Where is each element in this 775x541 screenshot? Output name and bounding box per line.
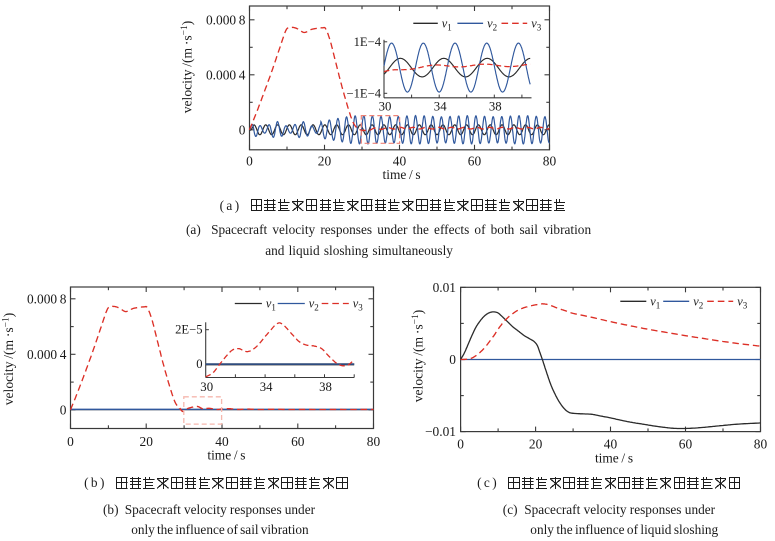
svg-text:0: 0 (196, 357, 202, 371)
svg-text:38: 38 (319, 380, 332, 394)
svg-text:20: 20 (318, 154, 332, 169)
svg-text:time / s: time / s (383, 167, 421, 182)
svg-text:v3: v3 (531, 17, 542, 33)
svg-text:time / s: time / s (595, 451, 633, 466)
svg-text:0: 0 (60, 402, 67, 417)
svg-text:v2: v2 (309, 297, 319, 313)
svg-text:20: 20 (529, 437, 543, 452)
svg-text:30: 30 (379, 100, 392, 114)
svg-text:0.000 8: 0.000 8 (206, 12, 246, 27)
svg-text:80: 80 (754, 437, 768, 452)
svg-text:80: 80 (543, 154, 557, 169)
svg-text:v1: v1 (650, 295, 660, 311)
svg-text:v1: v1 (442, 17, 452, 33)
svg-text:−1E−4: −1E−4 (347, 86, 382, 100)
svg-text:0.000 8: 0.000 8 (27, 291, 67, 306)
svg-text:40: 40 (393, 154, 407, 169)
svg-text:60: 60 (679, 437, 693, 452)
svg-text:0.01: 0.01 (433, 280, 456, 295)
svg-text:38: 38 (489, 100, 502, 114)
svg-text:60: 60 (468, 154, 482, 169)
svg-text:34: 34 (434, 100, 447, 114)
svg-text:−0.01: −0.01 (425, 424, 456, 439)
svg-text:20: 20 (140, 434, 154, 449)
svg-text:0: 0 (449, 352, 456, 367)
svg-text:0.000 4: 0.000 4 (27, 347, 67, 362)
svg-text:0: 0 (239, 122, 246, 137)
svg-text:v1: v1 (266, 297, 276, 313)
svg-text:v3: v3 (353, 297, 364, 313)
svg-text:v2: v2 (487, 17, 497, 33)
svg-text:1E−4: 1E−4 (354, 35, 382, 49)
svg-text:time / s: time / s (207, 448, 245, 463)
svg-text:v3: v3 (737, 295, 748, 311)
svg-text:60: 60 (291, 434, 305, 449)
svg-text:30: 30 (200, 380, 213, 394)
svg-text:0: 0 (67, 434, 74, 449)
svg-text:v2: v2 (693, 295, 703, 311)
svg-text:0.000 4: 0.000 4 (206, 67, 246, 82)
svg-text:80: 80 (367, 434, 381, 449)
svg-text:velocity /(m ·s−1): velocity /(m ·s−1) (1, 313, 17, 406)
svg-text:0: 0 (246, 154, 253, 169)
svg-text:velocity /(m ·s−1): velocity /(m ·s−1) (179, 21, 195, 114)
svg-text:velocity /(m ·s−1): velocity /(m ·s−1) (411, 310, 427, 403)
svg-text:34: 34 (260, 380, 273, 394)
svg-text:2E−5: 2E−5 (175, 323, 202, 337)
svg-text:40: 40 (604, 437, 618, 452)
svg-text:0: 0 (457, 437, 464, 452)
svg-text:40: 40 (215, 434, 229, 449)
